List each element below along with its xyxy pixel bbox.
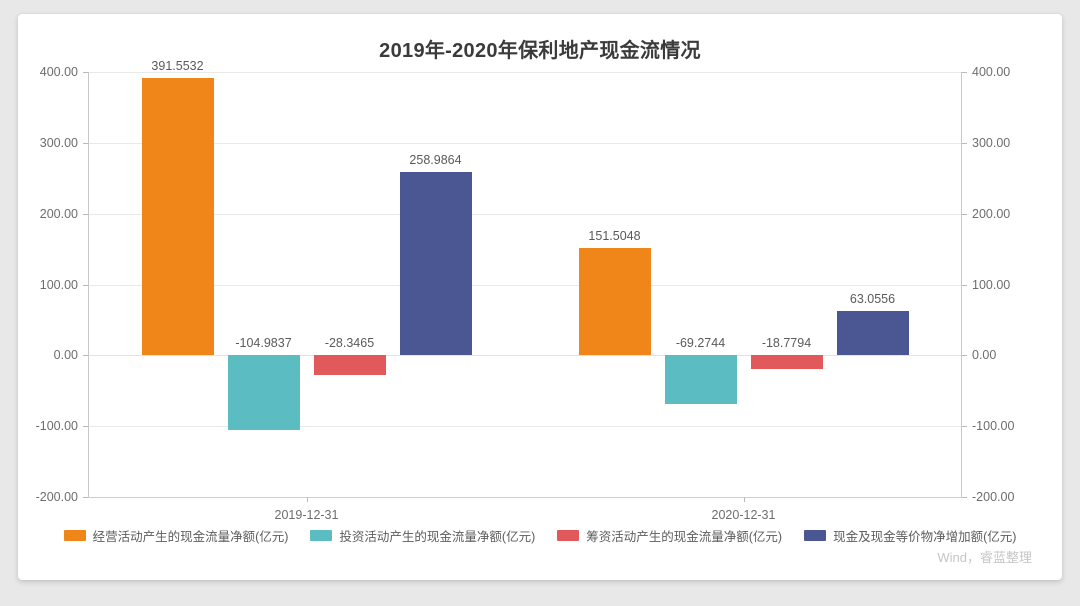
y-axis-tick-label-left: -200.00 [35,490,78,504]
legend-label: 筹资活动产生的现金流量净额(亿元) [586,530,783,544]
plot-area: 400.00 400.00 300.00 300.00 200.00 200.00 100.… [36,60,1015,521]
y-axis-tick-label-left: -100.00 [35,419,78,434]
bar[interactable] [313,355,386,376]
gridline [88,284,962,286]
y-axis-tick-label-left: 400.00 [39,65,78,79]
legend-item[interactable]: 经营活动产生的现金流量净额(亿元) [63,526,289,545]
y-tick-mark [962,142,967,144]
legend-swatch-icon [804,530,827,541]
y-axis-tick-label-right: -200.00 [972,490,1015,504]
y-axis-right [961,72,962,497]
gridline [88,142,962,144]
y-axis-tick-label-right: 0.00 [972,348,997,363]
legend-label: 现金及现金等价物净增加额(亿元) [833,530,1017,544]
y-tick-mark [83,497,88,498]
gridline [88,72,962,73]
y-axis-tick-label-left: 300.00 [39,135,78,150]
bar[interactable] [664,355,737,405]
y-axis-left [88,72,89,497]
gridline [88,497,962,498]
gridline [88,213,962,215]
y-tick-mark [962,72,967,73]
y-axis-tick-label-right: -100.00 [972,419,1015,434]
chart-card: 2019年-2020年保利地产现金流情况 400.00 400.00 300.00 3… [18,14,1062,580]
bar-value-label: 151.5048 [588,229,641,244]
bar[interactable] [141,77,214,356]
bar-value-label: -28.3465 [324,336,375,351]
y-tick-mark [83,213,88,215]
y-tick-mark [962,497,967,498]
bar-value-label: -69.2744 [675,336,726,351]
legend-swatch-icon [63,530,86,541]
bar[interactable] [750,355,823,369]
x-axis-tick-label: 2020-12-31 [711,508,776,522]
chart-legend: 经营活动产生的现金流量净额(亿元) 投资活动产生的现金流量净额(亿元) 筹资活动产生… [18,526,1062,545]
bar[interactable] [836,310,909,356]
y-tick-mark [83,142,88,144]
page-title: 2019年-2020年保利地产现金流情况 [379,40,701,62]
bar-value-label: -104.9837 [235,336,292,351]
y-tick-mark [962,284,967,286]
legend-label: 投资活动产生的现金流量净额(亿元) [339,530,536,544]
y-axis-tick-label-right: 200.00 [972,206,1011,221]
legend-item[interactable]: 筹资活动产生的现金流量净额(亿元) [557,526,782,545]
bar-value-label: 258.9864 [409,152,462,167]
legend-swatch-icon [310,530,333,541]
bar-value-label: 63.0556 [849,291,896,306]
y-axis-tick-label-right: 300.00 [972,135,1011,150]
bar-value-label: -18.7794 [761,336,812,351]
y-tick-mark [83,355,88,357]
x-tick-mark [743,497,745,502]
legend-label: 经营活动产生的现金流量净额(亿元) [92,530,289,544]
x-tick-mark [306,497,308,502]
legend-swatch-icon [557,530,580,541]
y-axis-tick-label-left: 200.00 [39,206,78,221]
bar-value-label: 391.5532 [151,58,204,73]
gridline [88,355,962,357]
y-tick-mark [962,213,967,215]
y-tick-mark [962,355,967,357]
y-tick-mark [83,284,88,286]
x-axis-tick-label: 2019-12-31 [274,508,339,522]
source-attribution: Wind，睿蓝整理 [937,550,1032,565]
bar[interactable] [578,248,651,356]
legend-item[interactable]: 投资活动产生的现金流量净额(亿元) [310,526,535,545]
y-tick-mark [962,426,967,428]
y-axis-tick-label-left: 0.00 [53,348,78,363]
y-axis-tick-label-right: 400.00 [972,65,1011,79]
bar[interactable] [227,355,300,430]
y-tick-mark [83,72,88,73]
y-axis-tick-label-left: 100.00 [39,277,78,292]
legend-item[interactable]: 现金及现金等价物净增加额(亿元) [804,526,1016,545]
y-tick-mark [83,426,88,428]
gridline [88,426,962,428]
y-axis-tick-label-right: 100.00 [972,277,1011,292]
bar[interactable] [399,171,472,356]
